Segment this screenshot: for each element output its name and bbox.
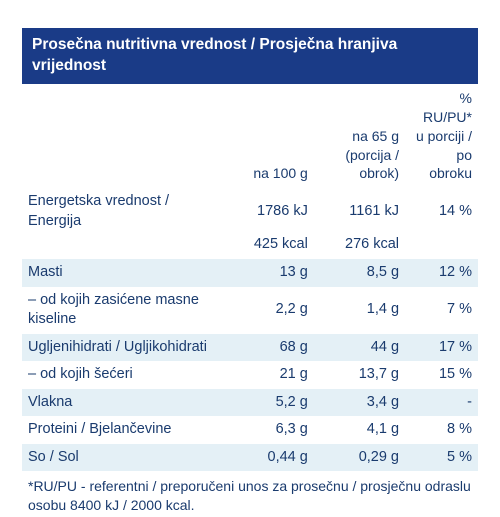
col-header-pct-line2: u porciji / [416, 128, 472, 144]
pct-value: 17 % [405, 334, 478, 362]
table-row: Ugljenihidrati / Ugljikohidrati68 g44 g1… [22, 334, 478, 362]
table-row: – od kojih zasićene masne kiseline2,2 g1… [22, 287, 478, 334]
per100-value: 5,2 g [232, 389, 314, 417]
per65-value: 44 g [314, 334, 405, 362]
energy-per100-kj: 1786 kJ [232, 188, 314, 235]
pct-value: 8 % [405, 416, 478, 444]
per100-value: 2,2 g [232, 287, 314, 334]
pct-value: 12 % [405, 259, 478, 287]
energy-per65-kj: 1161 kJ [314, 188, 405, 235]
energy-row-2: 425 kcal 276 kcal [22, 235, 478, 259]
per100-value: 0,44 g [232, 444, 314, 472]
energy-label: Energetska vrednost / Energija [22, 188, 232, 235]
per100-value: 6,3 g [232, 416, 314, 444]
nutrient-label: Vlakna [22, 389, 232, 417]
energy-label-blank [22, 235, 232, 259]
energy-row-1: Energetska vrednost / Energija 1786 kJ 1… [22, 188, 478, 235]
per65-value: 8,5 g [314, 259, 405, 287]
pct-value: 5 % [405, 444, 478, 472]
col-header-pct-line1: % RU/PU* [423, 90, 472, 125]
footnote-text: *RU/PU - referentni / preporučeni unos z… [22, 471, 478, 517]
per65-value: 1,4 g [314, 287, 405, 334]
table-row: Proteini / Bjelančevine6,3 g4,1 g8 % [22, 416, 478, 444]
col-header-per100: na 100 g [232, 84, 314, 188]
per100-value: 13 g [232, 259, 314, 287]
footnote-row: *RU/PU - referentni / preporučeni unos z… [22, 471, 478, 517]
energy-pct: 14 % [405, 188, 478, 235]
per65-value: 4,1 g [314, 416, 405, 444]
table-row: Vlakna5,2 g3,4 g- [22, 389, 478, 417]
col-header-per65: na 65 g (porcija / obrok) [314, 84, 405, 188]
pct-value: - [405, 389, 478, 417]
energy-pct-blank [405, 235, 478, 259]
table-row: Masti13 g8,5 g12 % [22, 259, 478, 287]
per65-value: 13,7 g [314, 361, 405, 389]
table-title: Prosečna nutritivna vrednost / Prosječna… [22, 28, 478, 84]
nutrient-label: Proteini / Bjelančevine [22, 416, 232, 444]
nutrient-label: Ugljenihidrati / Ugljikohidrati [22, 334, 232, 362]
col-header-per65-line1: na 65 g [352, 128, 399, 144]
nutrition-table: Prosečna nutritivna vrednost / Prosječna… [22, 28, 478, 517]
col-header-empty [22, 84, 232, 188]
table-row: – od kojih šećeri21 g13,7 g15 % [22, 361, 478, 389]
nutrient-label: So / Sol [22, 444, 232, 472]
energy-per100-kcal: 425 kcal [232, 235, 314, 259]
table-row: So / Sol0,44 g0,29 g5 % [22, 444, 478, 472]
pct-value: 7 % [405, 287, 478, 334]
per100-value: 21 g [232, 361, 314, 389]
nutrient-label: Masti [22, 259, 232, 287]
per65-value: 3,4 g [314, 389, 405, 417]
energy-per65-kcal: 276 kcal [314, 235, 405, 259]
col-header-pct: % RU/PU* u porciji / po obroku [405, 84, 478, 188]
column-header-row: na 100 g na 65 g (porcija / obrok) % RU/… [22, 84, 478, 188]
pct-value: 15 % [405, 361, 478, 389]
nutrient-label: – od kojih šećeri [22, 361, 232, 389]
table-title-row: Prosečna nutritivna vrednost / Prosječna… [22, 28, 478, 84]
col-header-per65-line2: (porcija / obrok) [345, 147, 399, 182]
per100-value: 68 g [232, 334, 314, 362]
col-header-pct-line3: po obroku [429, 147, 472, 182]
nutrient-label: – od kojih zasićene masne kiseline [22, 287, 232, 334]
per65-value: 0,29 g [314, 444, 405, 472]
